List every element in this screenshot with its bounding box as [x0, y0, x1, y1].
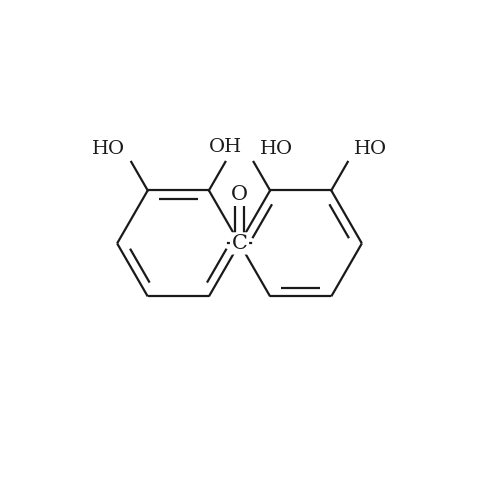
Text: HO: HO	[260, 140, 293, 158]
Text: HO: HO	[354, 140, 387, 158]
Text: OH: OH	[209, 137, 242, 156]
Text: C: C	[231, 234, 248, 253]
Text: O: O	[231, 185, 248, 204]
Text: HO: HO	[92, 140, 125, 158]
